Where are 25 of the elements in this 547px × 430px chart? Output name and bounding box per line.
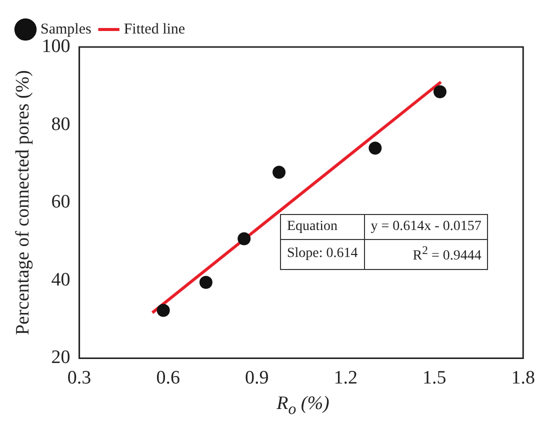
- annotation: R$^{2}$ = 0.9444: [364, 240, 488, 270]
- point: [156, 304, 170, 317]
- x-tick-label: 0.6: [156, 368, 180, 389]
- point: [272, 166, 286, 179]
- y-tick-label: 100: [42, 36, 70, 57]
- annotation: y = 0.614x - 0.0157: [364, 214, 488, 240]
- point: [199, 276, 212, 289]
- y-tick-label: 20: [51, 347, 70, 368]
- point: [433, 85, 446, 98]
- y-tick-label: 60: [51, 192, 70, 213]
- x-tick-label: 0.9: [244, 368, 269, 389]
- x-tick-label: 1.5: [422, 368, 446, 389]
- y-axis-title: Percentage of connected pores (%): [12, 70, 34, 336]
- x-tick-label: 0.3: [67, 368, 92, 389]
- x-axis-title: R$_{o}$ (%): [276, 393, 330, 419]
- point: [238, 232, 251, 246]
- legend-label: Samples: [40, 21, 92, 38]
- annotation: Slope: 0.614: [280, 240, 364, 270]
- x-tick-label: 1.8: [511, 368, 535, 389]
- annotation: Equation: [280, 214, 364, 240]
- y-tick-label: 80: [51, 114, 70, 135]
- legend-label: Fitted line: [124, 21, 186, 38]
- point: [368, 142, 382, 155]
- y-tick-label: 40: [51, 269, 70, 290]
- x-tick-label: 1.2: [334, 368, 358, 389]
